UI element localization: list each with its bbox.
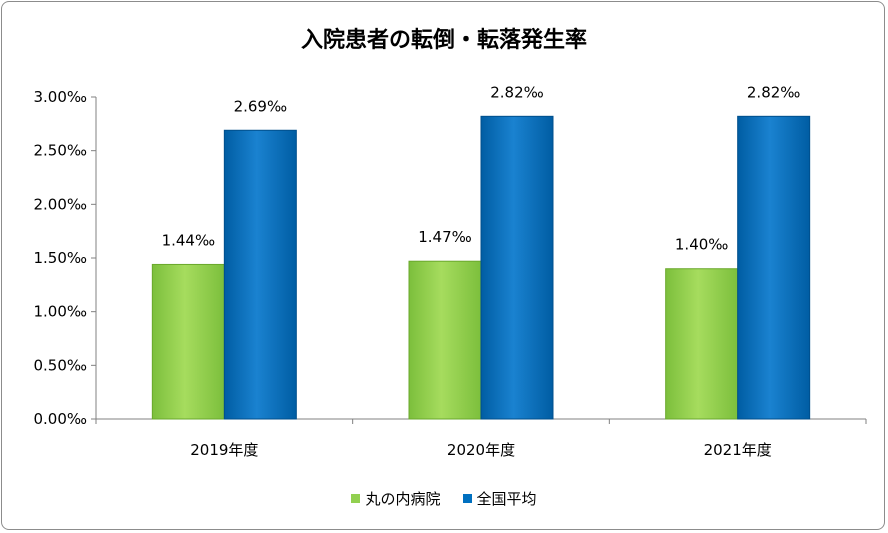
data-label: 1.44‰ — [162, 231, 216, 249]
x-category-label: 2021年度 — [704, 441, 772, 459]
bars — [151, 115, 811, 420]
y-tick-label: 2.50‰ — [33, 142, 87, 160]
y-tick-label: 2.00‰ — [33, 195, 87, 213]
x-category-label: 2019年度 — [190, 441, 258, 459]
bar-national — [737, 115, 811, 420]
y-tick-label: 3.00‰ — [33, 88, 87, 106]
legend: 丸の内病院 全国平均 — [0, 488, 888, 509]
data-label: 2.82‰ — [747, 83, 801, 101]
legend-label-marunouchi: 丸の内病院 — [365, 490, 441, 508]
y-tick-label: 1.00‰ — [33, 303, 87, 321]
legend-item-national: 全国平均 — [462, 488, 537, 509]
data-label: 1.40‰ — [675, 236, 729, 254]
bar-marunouchi — [151, 263, 225, 420]
legend-item-marunouchi: 丸の内病院 — [351, 488, 441, 509]
legend-swatch-blue — [462, 494, 472, 503]
data-label: 2.69‰ — [234, 97, 288, 115]
bar-national — [480, 115, 554, 420]
bar-marunouchi — [665, 268, 739, 420]
chart-title: 入院患者の転倒・転落発生率 — [300, 28, 587, 53]
data-label: 2.82‰ — [490, 83, 544, 101]
y-tick-label: 0.00‰ — [33, 410, 87, 428]
x-category-label: 2020年度 — [447, 441, 515, 459]
legend-swatch-green — [351, 494, 361, 503]
data-label: 1.47‰ — [418, 228, 472, 246]
y-tick-label: 1.50‰ — [33, 249, 87, 267]
labels: 1.44‰ 2.69‰ 2019年度 1.47‰ 2.82‰ 2020年度 1.40‰ 2.8… — [162, 83, 801, 459]
bar-marunouchi — [408, 260, 482, 420]
legend-label-national: 全国平均 — [476, 490, 537, 508]
bar-national — [223, 129, 297, 420]
y-tick-label: 0.50‰ — [33, 356, 87, 374]
